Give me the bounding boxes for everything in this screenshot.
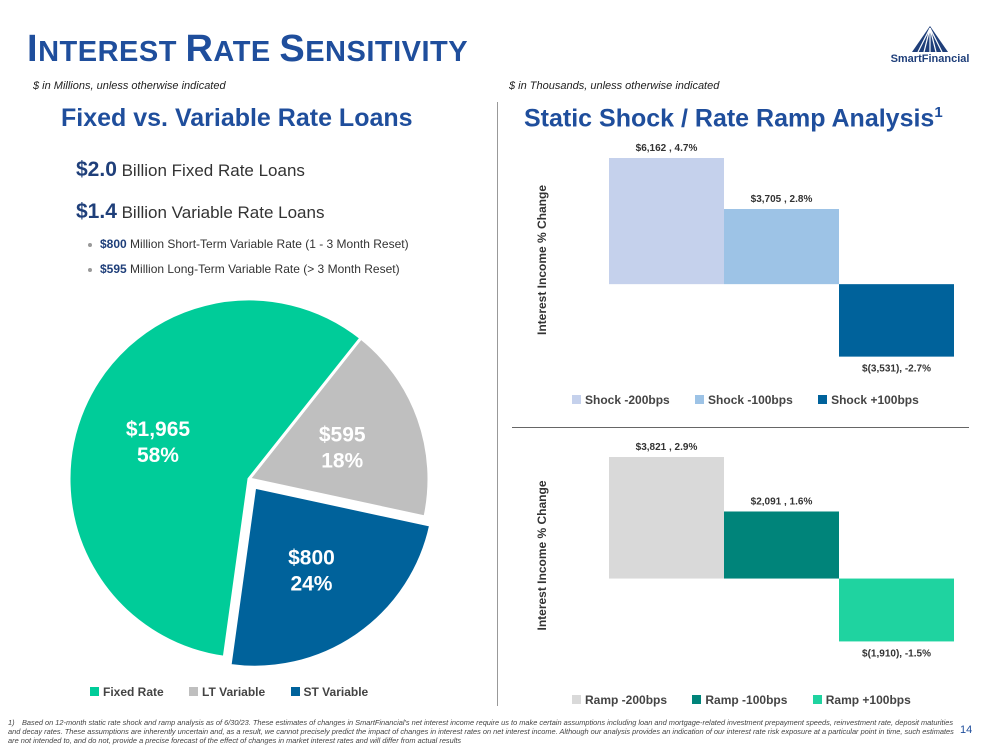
- page-title: INTEREST RATE SENSITIVITY: [27, 28, 469, 70]
- bar-ramp-200bps: [609, 457, 724, 579]
- legend-ramp-up100: Ramp +100bps: [812, 693, 911, 707]
- bar-data-label: $(3,531), -2.7%: [862, 364, 931, 375]
- pie-slice-lt-variable: [246, 335, 431, 519]
- bar-ramp-100bps: [839, 578, 954, 642]
- pie-percent-label: 24%: [290, 572, 332, 595]
- legend-fixed-rate: Fixed Rate: [90, 685, 164, 699]
- pie-value-label: $1,965: [126, 418, 191, 441]
- right-units-note: $ in Thousands, unless otherwise indicat…: [509, 80, 720, 92]
- bar-shock-100bps: [839, 284, 954, 357]
- right-section-title: Static Shock / Rate Ramp Analysis1: [524, 104, 943, 133]
- bullet-short-term: $800 Million Short-Term Variable Rate (1…: [88, 237, 409, 251]
- logo-text: SmartFinancial: [890, 53, 970, 65]
- shock-legend: Shock -200bps Shock -100bps Shock +100bp…: [572, 393, 941, 407]
- y-axis-label: Interest Income % Change: [535, 480, 549, 630]
- logo-mark-icon: [912, 26, 948, 53]
- ramp-legend: Ramp -200bps Ramp -100bps Ramp +100bps: [572, 693, 933, 707]
- bar-data-label: $(1,910), -1.5%: [862, 648, 931, 659]
- bar-shock-100bps: [724, 209, 839, 285]
- bar-data-label: $2,091 , 1.6%: [751, 496, 813, 507]
- pie-percent-label: 58%: [137, 444, 179, 467]
- pie-percent-label: 18%: [321, 450, 363, 473]
- legend-shock-up100: Shock +100bps: [818, 393, 919, 407]
- loan-mix-pie-chart: $595 18% $800 24% $1,965 58%: [67, 297, 433, 669]
- bar-data-label: $3,705 , 2.8%: [751, 194, 813, 205]
- bullet-long-term: $595 Million Long-Term Variable Rate (> …: [88, 262, 400, 276]
- ramp-bar-chart: Interest Income % Change $3,821 , 2.9% $2,…: [535, 442, 954, 659]
- legend-ramp-200: Ramp -200bps: [572, 693, 667, 707]
- legend-shock-100: Shock -100bps: [695, 393, 793, 407]
- legend-shock-200: Shock -200bps: [572, 393, 670, 407]
- horizontal-divider: [512, 427, 969, 428]
- legend-st-variable: ST Variable: [290, 685, 368, 699]
- pie-value-label: $595: [319, 424, 366, 447]
- footnote: 1) Based on 12-month static rate shock an…: [8, 718, 954, 745]
- legend-lt-variable: LT Variable: [189, 685, 265, 699]
- bar-shock-200bps: [609, 158, 724, 285]
- bar-ramp-100bps: [724, 511, 839, 579]
- variable-loans-summary: $1.4 Billion Variable Rate Loans: [76, 200, 325, 223]
- page-number: 14: [960, 724, 973, 736]
- bar-data-label: $6,162 , 4.7%: [636, 143, 698, 154]
- fixed-loans-summary: $2.0 Billion Fixed Rate Loans: [76, 158, 305, 181]
- pie-slice-st-variable: [228, 485, 433, 669]
- legend-ramp-100: Ramp -100bps: [692, 693, 787, 707]
- shock-bar-chart: Interest Income % Change $6,162 , 4.7% $3,…: [535, 143, 954, 375]
- company-logo: SmartFinancial: [880, 24, 980, 72]
- bar-data-label: $3,821 , 2.9%: [636, 442, 698, 453]
- y-axis-label: Interest Income % Change: [535, 185, 549, 335]
- left-section-title: Fixed vs. Variable Rate Loans: [61, 104, 413, 132]
- pie-legend: Fixed Rate LT Variable ST Variable: [90, 685, 390, 699]
- vertical-divider: [497, 102, 498, 706]
- pie-value-label: $800: [288, 546, 335, 569]
- left-units-note: $ in Millions, unless otherwise indicate…: [33, 80, 226, 92]
- pie-slice-fixed-rate: [67, 297, 363, 659]
